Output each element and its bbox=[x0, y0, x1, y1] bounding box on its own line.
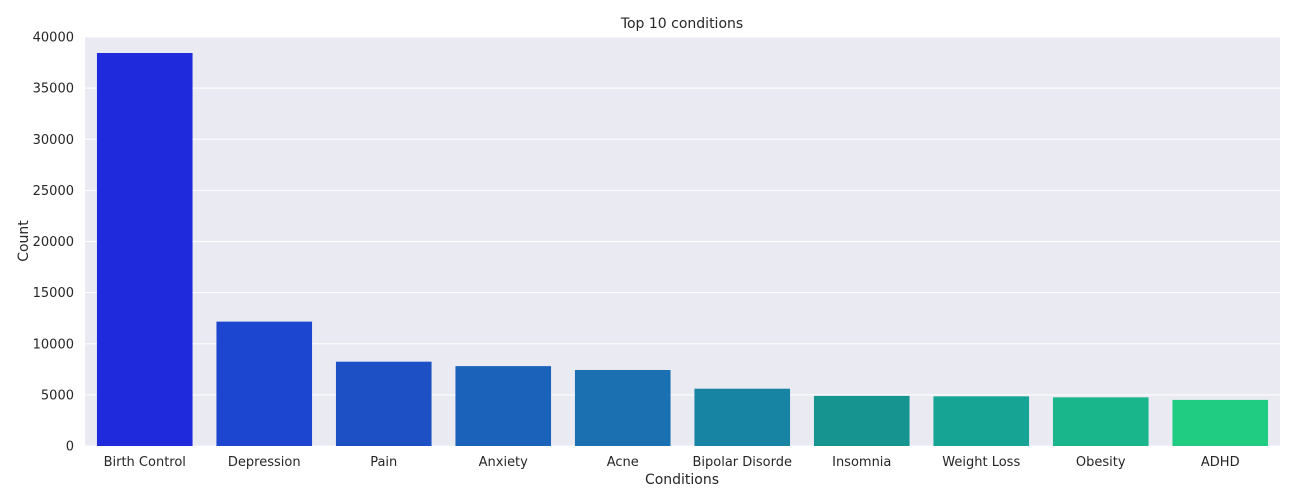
y-tick-label: 40000 bbox=[33, 31, 74, 46]
x-tick-label: Obesity bbox=[1076, 455, 1126, 470]
y-tick-label: 10000 bbox=[33, 337, 74, 352]
y-tick-label: 25000 bbox=[33, 184, 74, 199]
y-tick-label: 35000 bbox=[33, 82, 74, 97]
y-tick-label: 15000 bbox=[33, 286, 74, 301]
y-tick-label: 20000 bbox=[33, 235, 74, 250]
x-tick-label: Bipolar Disorde bbox=[692, 455, 792, 470]
y-tick-label: 0 bbox=[66, 440, 74, 455]
x-tick-label: Acne bbox=[607, 455, 639, 470]
y-tick-labels: 0 5000 10000 15000 20000 25000 30000 35000 40000 bbox=[33, 31, 74, 455]
bar-acne bbox=[574, 369, 671, 446]
bar-adhd bbox=[1172, 399, 1269, 446]
x-tick-label: Birth Control bbox=[104, 455, 186, 470]
chart-title: Top 10 conditions bbox=[620, 16, 743, 32]
x-tick-label: Depression bbox=[228, 455, 301, 470]
y-tick-label: 5000 bbox=[41, 388, 74, 403]
bars-group bbox=[96, 52, 1269, 446]
x-tick-labels: Birth Control Depression Pain Anxiety Acne Bi… bbox=[104, 455, 1240, 470]
x-tick-label: Weight Loss bbox=[942, 455, 1020, 470]
x-tick-label: Anxiety bbox=[479, 455, 529, 470]
bar-obesity bbox=[1052, 397, 1149, 446]
y-tick-label: 30000 bbox=[33, 133, 74, 148]
bar-depression bbox=[216, 321, 313, 446]
bar-weight-loss bbox=[933, 396, 1030, 446]
bar-anxiety bbox=[455, 366, 552, 446]
y-axis-label: Count bbox=[16, 220, 32, 262]
bar-birth-control bbox=[96, 52, 193, 446]
bar-bipolar-disorde bbox=[694, 388, 791, 446]
bar-insomnia bbox=[813, 395, 910, 446]
x-tick-label: Pain bbox=[370, 455, 397, 470]
x-tick-label: Insomnia bbox=[832, 455, 891, 470]
bar-pain bbox=[335, 361, 432, 446]
x-tick-label: ADHD bbox=[1201, 455, 1240, 470]
x-axis-label: Conditions bbox=[645, 472, 719, 488]
